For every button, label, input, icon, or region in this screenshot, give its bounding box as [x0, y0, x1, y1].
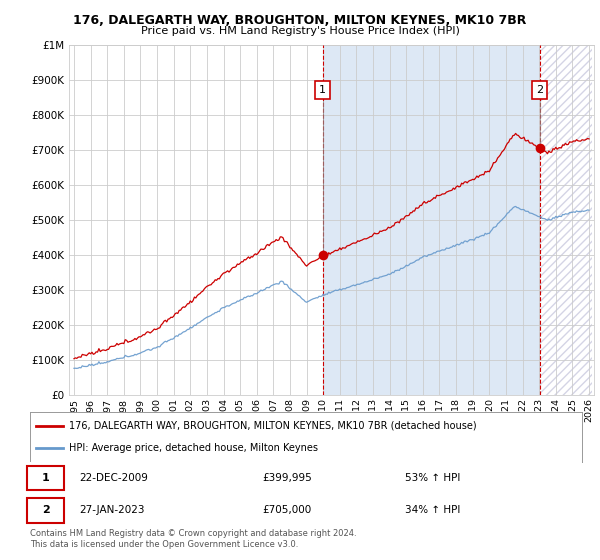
- Text: £399,995: £399,995: [262, 473, 311, 483]
- Text: 1: 1: [319, 85, 326, 95]
- Text: 22-DEC-2009: 22-DEC-2009: [80, 473, 149, 483]
- Bar: [540, 45, 592, 395]
- Text: 27-JAN-2023: 27-JAN-2023: [80, 505, 145, 515]
- Text: £705,000: £705,000: [262, 505, 311, 515]
- Text: 1: 1: [42, 473, 50, 483]
- FancyBboxPatch shape: [27, 498, 64, 522]
- Text: 34% ↑ HPI: 34% ↑ HPI: [406, 505, 461, 515]
- Text: 2: 2: [536, 85, 544, 95]
- Text: 53% ↑ HPI: 53% ↑ HPI: [406, 473, 461, 483]
- Text: 176, DALEGARTH WAY, BROUGHTON, MILTON KEYNES, MK10 7BR: 176, DALEGARTH WAY, BROUGHTON, MILTON KE…: [73, 14, 527, 27]
- Text: Contains HM Land Registry data © Crown copyright and database right 2024.
This d: Contains HM Land Registry data © Crown c…: [30, 529, 356, 549]
- Text: 176, DALEGARTH WAY, BROUGHTON, MILTON KEYNES, MK10 7BR (detached house): 176, DALEGARTH WAY, BROUGHTON, MILTON KE…: [68, 421, 476, 431]
- Text: Price paid vs. HM Land Registry's House Price Index (HPI): Price paid vs. HM Land Registry's House …: [140, 26, 460, 36]
- Bar: [540, 45, 592, 395]
- Text: 2: 2: [42, 505, 50, 515]
- Bar: [323, 45, 540, 395]
- Text: HPI: Average price, detached house, Milton Keynes: HPI: Average price, detached house, Milt…: [68, 443, 317, 453]
- FancyBboxPatch shape: [27, 466, 64, 491]
